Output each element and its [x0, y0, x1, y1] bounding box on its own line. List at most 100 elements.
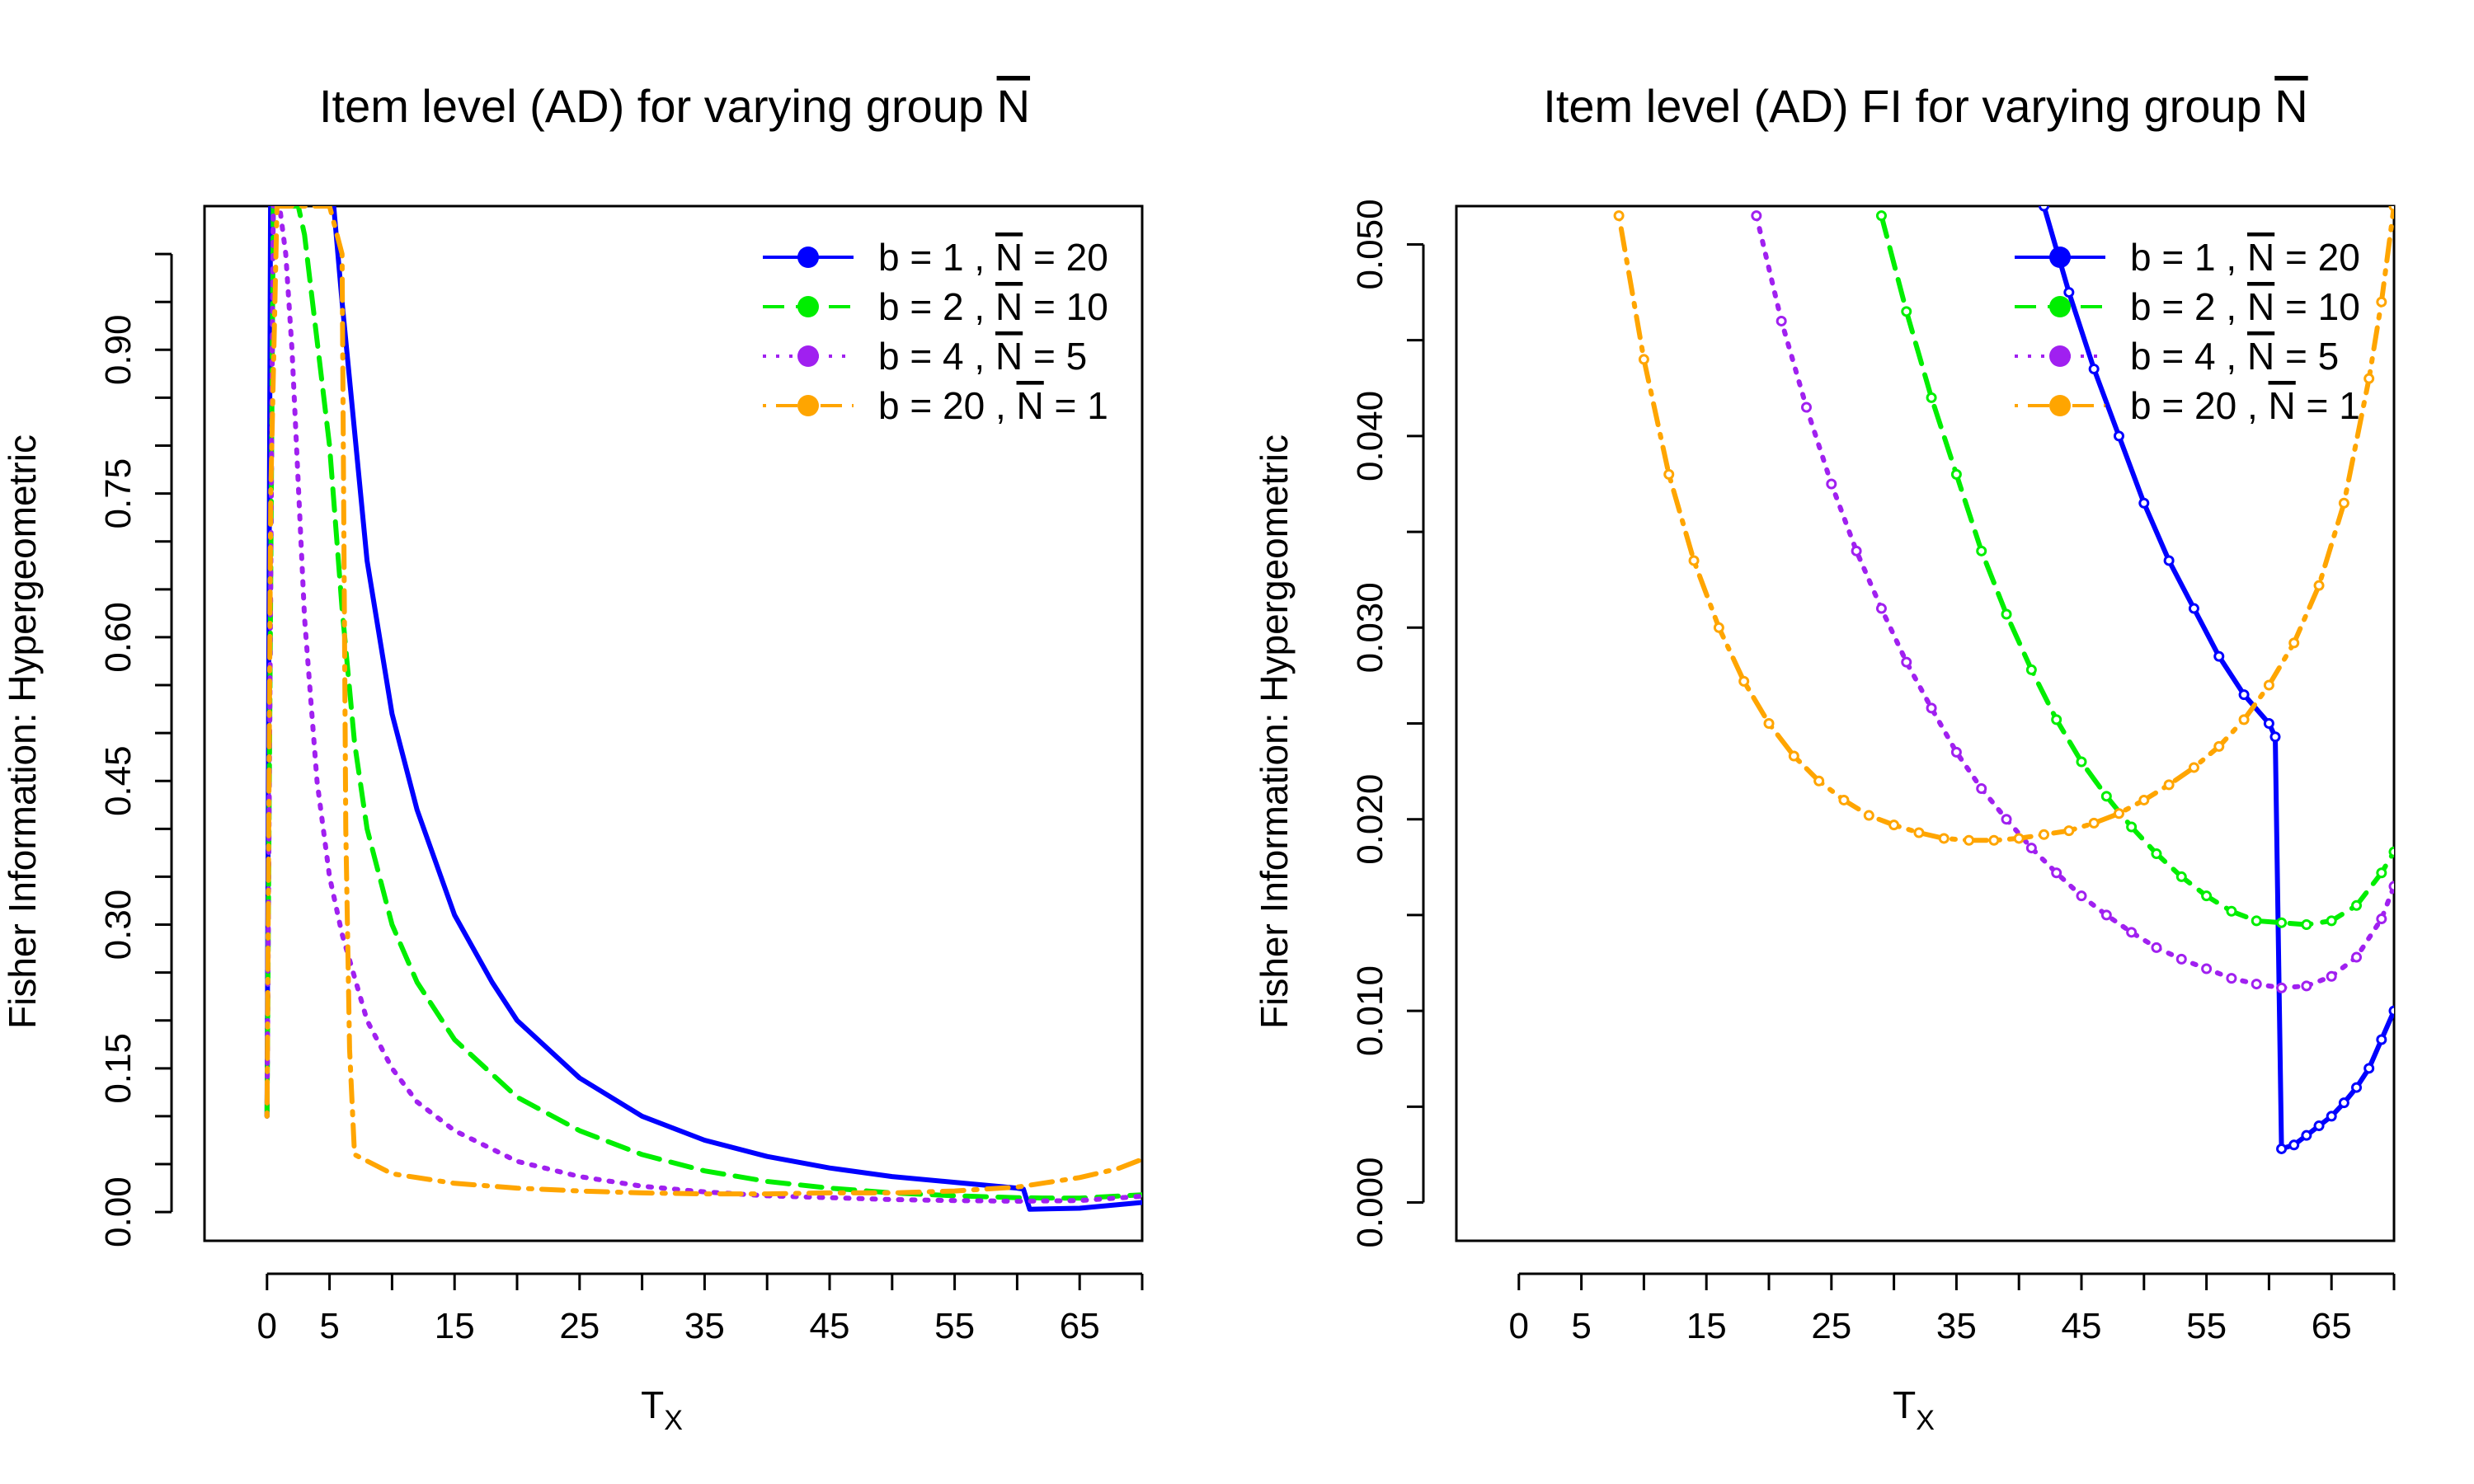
data-point-3 — [1838, 794, 1850, 805]
series-line-1 — [264, 206, 1142, 1201]
data-point-1 — [2351, 899, 2363, 911]
data-point-2 — [2251, 979, 2262, 990]
legend-sep: , — [2216, 335, 2247, 378]
data-point-1 — [1950, 468, 1962, 480]
y-tick-label: 0.040 — [1350, 391, 1390, 481]
data-point-3 — [1738, 675, 1750, 687]
data-point-1 — [2226, 905, 2237, 917]
legend-b-value: 4 — [2194, 335, 2216, 378]
x-tick-label: 35 — [1936, 1306, 1977, 1346]
legend-eq: = — [1023, 285, 1065, 328]
data-point-0 — [2313, 1120, 2325, 1132]
y-axis-label: Fisher Information: Hypergeometric — [1253, 434, 1296, 1029]
y-tick-label: 0.90 — [98, 314, 139, 385]
data-point-2 — [1950, 746, 1962, 758]
title-n-symbol: N — [997, 80, 1030, 132]
x-tick-label: 15 — [435, 1306, 475, 1346]
legend-eq: = — [1044, 384, 1087, 427]
data-point-3 — [2363, 373, 2375, 384]
y-tick-label: 0.30 — [98, 890, 139, 960]
data-point-2 — [1751, 210, 1762, 222]
legend-b-label: b = — [878, 236, 943, 279]
x-axis-label: TX — [641, 1383, 683, 1436]
data-point-1 — [2051, 714, 2062, 726]
data-point-3 — [2376, 296, 2387, 308]
legend-n-value: 1 — [1087, 384, 1108, 427]
legend-b-value: 1 — [2194, 236, 2216, 279]
legend-b-label: b = — [2130, 384, 2194, 427]
data-point-3 — [1938, 833, 1950, 844]
y-tick-label: 0.75 — [98, 458, 139, 529]
data-point-2 — [2351, 951, 2363, 963]
x-tick-label: 5 — [1571, 1306, 1591, 1346]
series-group — [1613, 206, 2394, 1154]
legend-eq: = — [1023, 236, 1065, 279]
data-point-1 — [2326, 915, 2337, 927]
x-tick-label: 45 — [810, 1306, 850, 1346]
data-point-0 — [2188, 603, 2199, 614]
data-point-1 — [2201, 890, 2213, 902]
x-tick-label: 65 — [2312, 1306, 2352, 1346]
legend-n-value: 10 — [1066, 285, 1108, 328]
data-point-1 — [2100, 791, 2112, 802]
data-point-0 — [2326, 1111, 2337, 1122]
data-point-3 — [2113, 808, 2124, 819]
right-chart-panel: Item level (AD) FI for varying group N 0 5… — [1253, 80, 2396, 1436]
legend-eq: = — [2274, 285, 2317, 328]
x-axis-label-subscript: X — [1916, 1405, 1935, 1436]
data-point-1 — [2301, 919, 2312, 931]
legend-sep: , — [985, 384, 1016, 427]
legend-label: b = 2 , N = 10 — [878, 285, 1108, 328]
x-tick-label: 25 — [559, 1306, 600, 1346]
y-tick-label: 0.020 — [1350, 774, 1390, 865]
legend-label: b = 1 , N = 20 — [2130, 236, 2360, 279]
data-point-1 — [1875, 210, 1887, 222]
data-point-1 — [2076, 756, 2087, 768]
legend-b-label: b = — [2130, 335, 2194, 378]
data-point-2 — [1976, 783, 1987, 795]
data-point-0 — [2338, 1097, 2349, 1109]
plot-frame — [1455, 204, 2396, 1242]
data-point-0 — [2263, 718, 2274, 729]
x-tick-label: 65 — [1060, 1306, 1100, 1346]
data-point-3 — [1888, 819, 1900, 831]
data-point-3 — [1988, 834, 2000, 846]
x-tick-label: 55 — [2186, 1306, 2227, 1346]
data-point-2 — [2201, 963, 2213, 974]
data-point-3 — [2338, 497, 2349, 509]
data-point-2 — [1851, 545, 1862, 556]
data-point-1 — [2151, 848, 2162, 860]
legend-eq: = — [2274, 236, 2317, 279]
data-point-3 — [2213, 740, 2225, 752]
legend-n-symbol: N — [995, 236, 1023, 279]
legend-b-value: 2 — [2194, 285, 2216, 328]
x-tick-label: 25 — [1811, 1306, 1851, 1346]
data-point-3 — [2188, 762, 2199, 773]
x-tick-label: 55 — [934, 1306, 975, 1346]
x-tick-label: 0 — [1509, 1306, 1529, 1346]
legend-n-value: 5 — [1066, 335, 1088, 378]
series-line-3 — [264, 206, 1142, 1197]
data-point-0 — [2138, 497, 2150, 509]
x-axis-label: TX — [1893, 1383, 1935, 1436]
data-point-1 — [1926, 392, 1937, 403]
data-point-2 — [1875, 603, 1887, 614]
legend-marker — [797, 296, 819, 317]
data-point-0 — [2376, 1034, 2387, 1045]
legend-n-symbol: N — [2247, 285, 2274, 328]
data-point-3 — [2388, 206, 2394, 212]
legend-marker — [2049, 395, 2071, 416]
legend-marker — [797, 345, 819, 367]
y-tick-label: 0.00 — [98, 1176, 139, 1247]
x-tick-label: 35 — [684, 1306, 725, 1346]
data-point-0 — [2363, 1063, 2375, 1074]
data-point-0 — [2113, 430, 2124, 442]
data-point-1 — [2025, 664, 2037, 675]
legend-n-symbol: N — [2247, 236, 2274, 279]
x-tick-label: 15 — [1686, 1306, 1727, 1346]
legend-n-symbol: N — [2269, 384, 2296, 427]
legend-marker — [797, 395, 819, 416]
left-chart-panel: Item level (AD) for varying group N0 5 15 2… — [1, 80, 1144, 1436]
data-point-3 — [2163, 779, 2175, 791]
data-point-2 — [1800, 402, 1812, 413]
